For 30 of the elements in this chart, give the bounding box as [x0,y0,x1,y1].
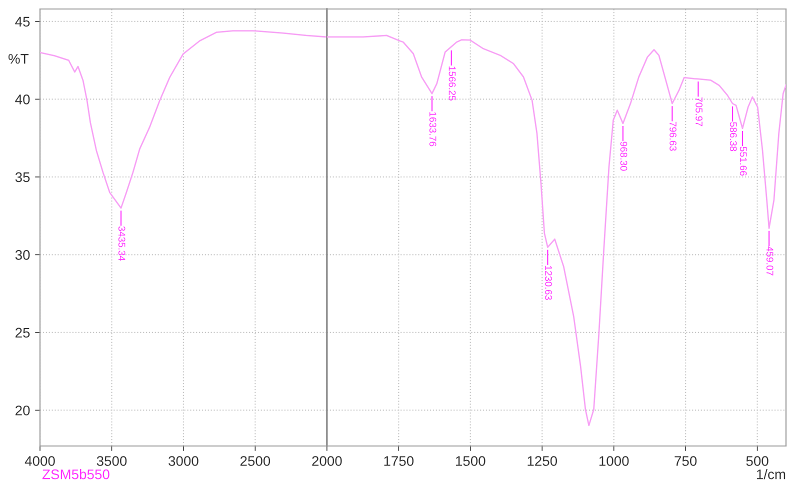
x-tick-label: 3000 [168,456,198,466]
x-tick-label: 2000 [312,456,342,466]
x-tick-label: 3500 [96,456,127,466]
x-axis-title: 1/cm [756,469,786,480]
y-tick-label: 40 [15,94,30,104]
annotation: 968.30 [620,142,628,171]
y-axis-title: %T [8,54,29,64]
y-tick-label: 35 [15,172,30,182]
y-tick-label: 30 [15,250,30,260]
annotation: 3435.34 [118,226,126,261]
annotation: 1230.63 [545,266,552,300]
x-tick-label: 2500 [240,456,270,466]
y-tick-label: 25 [16,328,30,338]
x-tick-label: 1000 [599,456,629,466]
annotation: 551.66 [740,146,747,176]
y-tick-label: 20 [16,406,30,416]
y-tick-label: 45 [15,16,30,27]
annotation: 705.97 [696,97,702,126]
annotation: 1633.76 [429,112,436,146]
x-tick-label: 750 [674,456,697,466]
annotation: 586.38 [730,122,737,152]
x-tick-label: 1750 [384,456,414,466]
x-tick-label: 1500 [456,456,486,466]
x-tick-label: 4000 [24,456,55,466]
annotation: 796.63 [670,122,676,151]
x-tick-label: 500 [746,456,768,466]
annotation: 1566.25 [448,66,456,100]
text: ZSM5b550 [42,469,110,480]
annotation: 459.07 [766,246,774,276]
x-tick-label: 1250 [528,456,558,466]
